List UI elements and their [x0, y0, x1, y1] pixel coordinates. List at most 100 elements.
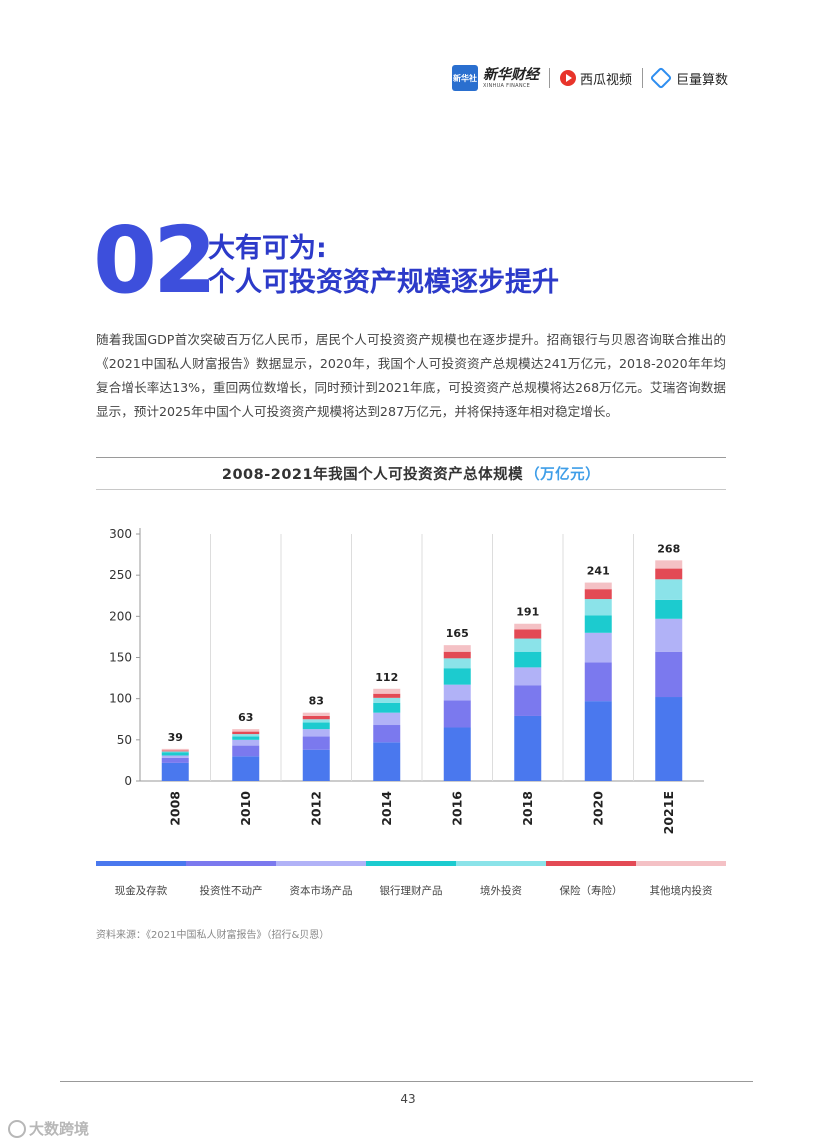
bar-segment — [373, 712, 401, 726]
bar-segment — [443, 668, 471, 685]
bar-total-label: 165 — [446, 627, 469, 640]
y-tick-label: 100 — [109, 692, 132, 706]
bar-segment — [655, 618, 683, 652]
xinhua-finance-cn: 新华财经 — [482, 66, 539, 83]
legend-item: 资本市场产品 — [276, 861, 366, 898]
footer-divider — [60, 1081, 753, 1082]
bar-segment — [232, 745, 260, 757]
logo-divider — [548, 68, 550, 88]
bar-segment — [161, 751, 189, 753]
x-tick-label: 2012 — [308, 791, 323, 826]
legend-label: 投资性不动产 — [199, 885, 263, 897]
x-tick-label: 2010 — [238, 791, 253, 826]
section-title-line1: 大有可为: — [208, 233, 327, 264]
legend-item: 银行理财产品 — [366, 861, 456, 898]
bar-total-label: 241 — [587, 565, 610, 578]
bar-segment — [443, 645, 471, 652]
bar-segment — [373, 725, 401, 743]
chart-unit: （万亿元） — [525, 467, 601, 483]
x-tick-label: 2018 — [520, 791, 535, 826]
page-number: 43 — [400, 1092, 416, 1106]
bar-segment — [302, 719, 330, 723]
bar-segment — [584, 599, 612, 616]
section-title-line2: 个人可投资资产规模逐步提升 — [208, 266, 559, 298]
source-note: 资料来源：《2021中国私人财富报告》（招行&贝恩） — [96, 930, 330, 941]
bar-segment — [655, 579, 683, 600]
bar-segment — [655, 651, 683, 698]
juliang-logo: 巨量算数 — [649, 66, 728, 90]
watermark: 大数跨境 — [8, 1118, 89, 1139]
bar-segment — [514, 623, 542, 630]
bar-segment — [232, 731, 260, 735]
legend-swatch — [366, 861, 456, 866]
legend-label: 境外投资 — [480, 885, 522, 897]
juliang-text: 巨量算数 — [675, 72, 728, 88]
x-tick-label: 2021E — [661, 791, 676, 834]
legend-label: 保险（寿险） — [559, 885, 623, 897]
chart-legend: 现金及存款 投资性不动产 资本市场产品 银行理财产品 境外投资 保险（寿险） 其他境内投资 — [96, 861, 726, 898]
bar-total-label: 112 — [375, 671, 398, 684]
bar-segment — [373, 693, 401, 698]
bar-segment — [373, 688, 401, 694]
section-title: 大有可为: 个人可投资资产规模逐步提升 — [208, 232, 559, 300]
chart-title-bar: 2008-2021年我国个人可投资资产总体规模 （万亿元） — [96, 457, 726, 490]
watermark-text: 大数跨境 — [29, 1120, 90, 1138]
chart-title: 2008-2021年我国个人可投资资产总体规模 — [221, 467, 524, 483]
bar-segment — [373, 742, 401, 781]
bar-segment — [302, 736, 330, 750]
legend-swatch — [276, 861, 366, 866]
bar-segment — [443, 727, 471, 781]
bar-segment — [514, 715, 542, 781]
logo-divider — [641, 68, 643, 88]
bar-segment — [161, 748, 189, 751]
watermark-icon — [8, 1119, 26, 1138]
bar-segment — [584, 582, 612, 590]
bar-segment — [232, 734, 260, 737]
intro-paragraph: 随着我国GDP首次突破百万亿人民币，居民个人可投资资产规模也在逐步提升。招商银行… — [96, 332, 726, 419]
legend-label: 银行理财产品 — [379, 885, 443, 897]
bar-total-label: 268 — [657, 542, 680, 555]
y-tick-label: 150 — [109, 651, 132, 665]
bar-segment — [584, 589, 612, 600]
bar-segment — [443, 658, 471, 669]
bar-total-label: 39 — [168, 731, 183, 744]
legend-swatch — [636, 861, 726, 866]
bar-segment — [161, 752, 189, 756]
bar-segment — [232, 729, 260, 732]
legend-item: 境外投资 — [456, 861, 546, 898]
bar-segment — [655, 560, 683, 569]
bar-segment — [443, 651, 471, 659]
bar-segment — [232, 739, 260, 746]
bar-segment — [443, 684, 471, 701]
y-tick-label: 50 — [117, 733, 132, 747]
bar-segment — [302, 712, 330, 716]
legend-label: 现金及存款 — [114, 885, 168, 897]
bar-segment — [302, 722, 330, 730]
y-tick-label: 0 — [124, 774, 132, 788]
bar-segment — [584, 662, 612, 702]
bar-segment — [443, 700, 471, 728]
xinhua-finance-en: XINHUA FINANCE — [482, 82, 531, 89]
bar-segment — [373, 702, 401, 713]
legend-swatch — [546, 861, 636, 866]
bar-segment — [584, 615, 612, 633]
legend-label: 资本市场产品 — [289, 885, 353, 897]
bar-segment — [514, 638, 542, 652]
bar-segment — [302, 729, 330, 737]
xigua-video-logo: 西瓜视频 — [559, 69, 632, 88]
bar-segment — [232, 756, 260, 781]
bar-segment — [514, 685, 542, 716]
stacked-bar-chart: 0 50 100 150 200 250 300 39 2008 63 2010 83 2012 112 2… — [109, 527, 704, 834]
bar-segment — [232, 736, 260, 740]
legend-item: 其他境内投资 — [636, 861, 726, 898]
x-tick-label: 2016 — [449, 791, 464, 826]
y-tick-label: 250 — [109, 568, 132, 582]
section-number: 02 — [93, 207, 217, 314]
bar-segment — [514, 667, 542, 686]
bar-segment — [373, 697, 401, 703]
bar-segment — [655, 697, 683, 781]
x-tick-label: 2014 — [379, 791, 394, 826]
legend-item: 现金及存款 — [96, 861, 186, 898]
legend-item: 保险（寿险） — [546, 861, 636, 898]
xinhua-finance-logo: 新华社 新华财经 XINHUA FINANCE — [451, 65, 539, 91]
